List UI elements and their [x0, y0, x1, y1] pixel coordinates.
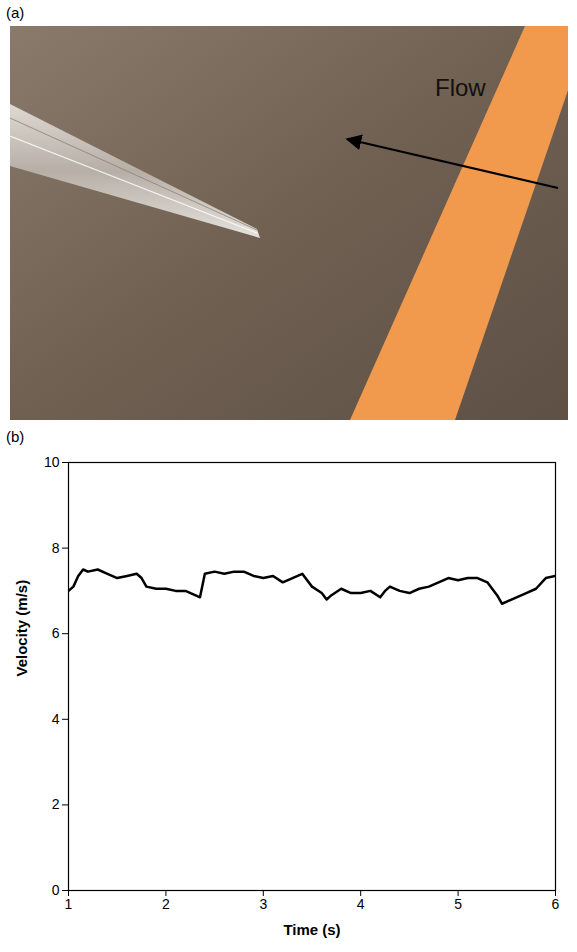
svg-text:6: 6	[552, 896, 560, 912]
svg-text:6: 6	[52, 625, 60, 641]
svg-text:Velocity (m/s): Velocity (m/s)	[13, 580, 30, 677]
svg-text:4: 4	[357, 896, 365, 912]
svg-text:4: 4	[52, 711, 60, 727]
svg-text:0: 0	[52, 882, 60, 898]
svg-text:Time (s): Time (s)	[283, 921, 340, 938]
svg-text:1: 1	[65, 896, 73, 912]
svg-text:10: 10	[44, 454, 60, 470]
svg-text:2: 2	[52, 796, 60, 812]
svg-text:5: 5	[454, 896, 462, 912]
html-text:(a): (a)	[6, 4, 25, 21]
svg-text:8: 8	[52, 540, 60, 556]
svg-text:Flow: Flow	[435, 74, 486, 101]
svg-text:2: 2	[162, 896, 170, 912]
svg-text:3: 3	[259, 896, 267, 912]
html-text:(b): (b)	[6, 428, 25, 445]
